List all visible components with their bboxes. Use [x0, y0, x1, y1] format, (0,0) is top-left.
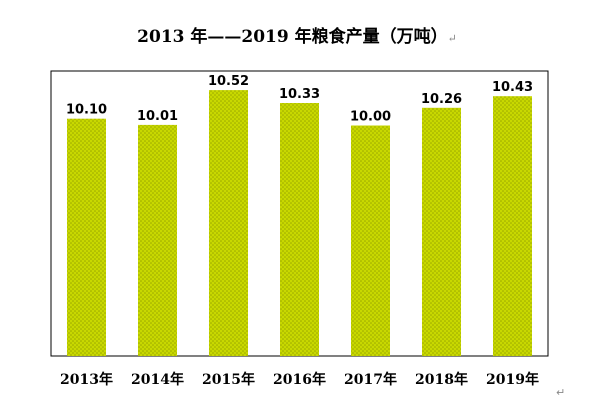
data-label-2014年: 10.01: [137, 109, 178, 124]
data-label-2016年: 10.33: [279, 87, 320, 102]
data-label-2013年: 10.10: [66, 103, 107, 118]
category-label-2016年: 2016年: [273, 371, 326, 388]
bar-2016年: [280, 103, 319, 356]
data-label-2018年: 10.26: [421, 92, 462, 107]
paragraph-mark-icon-bottom: ↵: [556, 386, 566, 399]
category-label-2015年: 2015年: [202, 371, 255, 388]
bar-2014年: [138, 124, 177, 357]
bars-group: [67, 90, 532, 357]
category-label-2014年: 2014年: [131, 371, 184, 388]
data-labels-group: 10.10 10.01 10.52 10.33 10.00 10.26 10.43: [66, 74, 533, 124]
bar-2018年: [422, 107, 461, 356]
chart-title-text: 2013 年——2019 年粮食产量（万吨）: [137, 27, 448, 47]
paragraph-mark-icon: ↵: [447, 32, 457, 45]
bar-2013年: [67, 118, 106, 356]
category-label-2019年: 2019年: [486, 371, 539, 388]
data-label-2015年: 10.52: [208, 74, 249, 89]
category-label-2017年: 2017年: [344, 371, 397, 388]
category-label-2013年: 2013年: [60, 371, 113, 388]
category-label-2018年: 2018年: [415, 371, 468, 388]
data-label-2017年: 10.00: [350, 110, 391, 125]
category-labels-group: 2013年 2014年 2015年 2016年 2017年 2018年 2019年: [60, 371, 539, 388]
bar-2019年: [493, 96, 532, 356]
bar-2017年: [351, 125, 390, 356]
data-label-2019年: 10.43: [492, 80, 533, 95]
bar-2015年: [209, 90, 248, 356]
chart-title: 2013 年——2019 年粮食产量（万吨）↵: [0, 22, 594, 47]
